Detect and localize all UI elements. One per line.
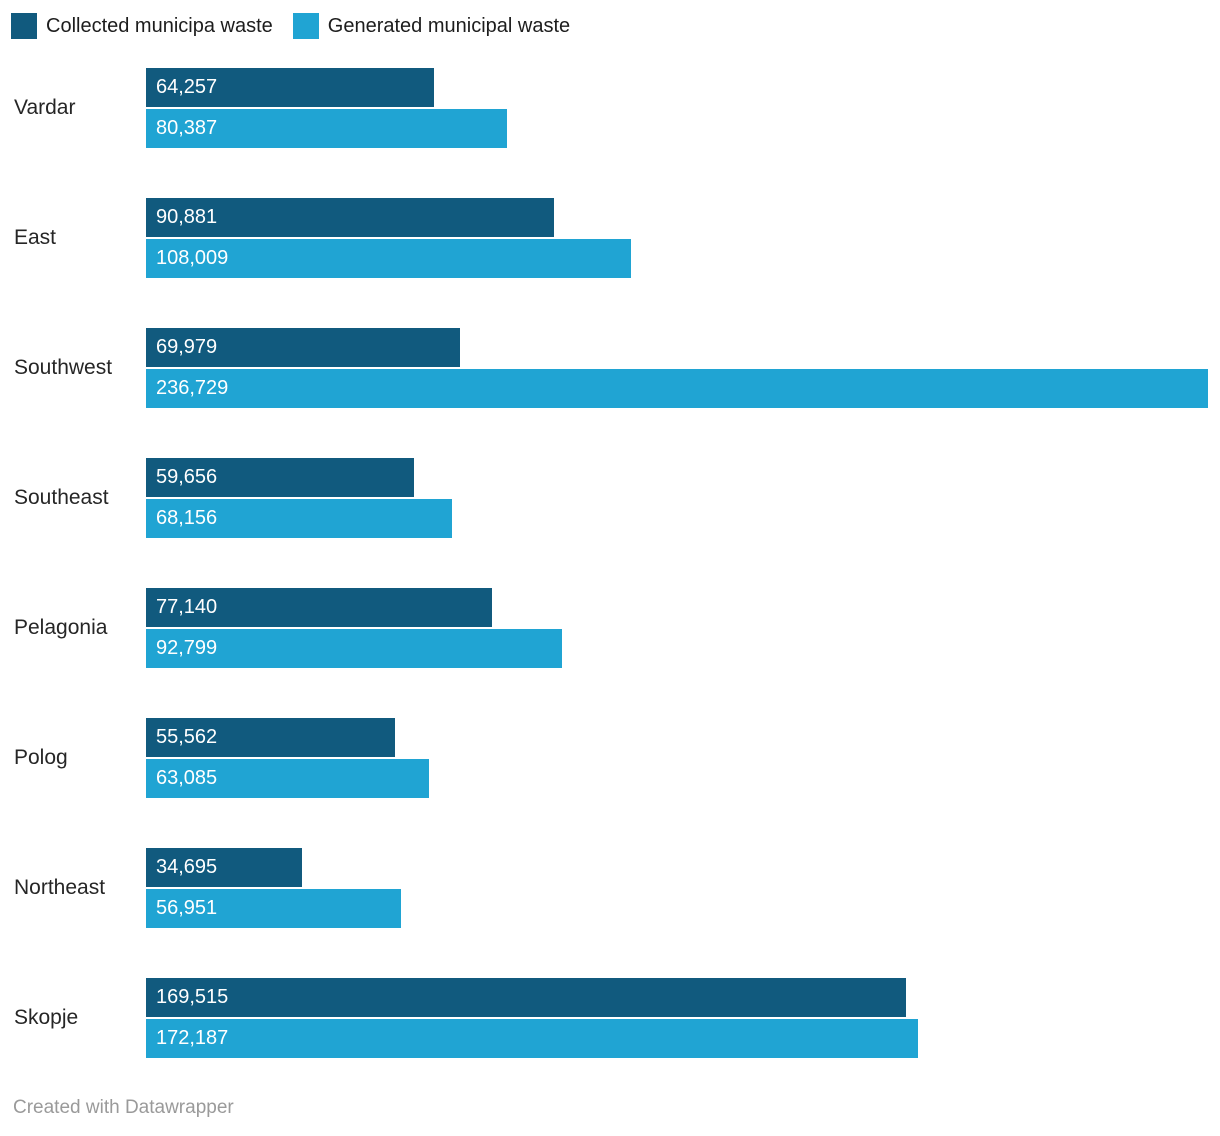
bar-value-label: 169,515 <box>156 986 229 1008</box>
datawrapper-credit-link[interactable]: Created with Datawrapper <box>13 1097 234 1118</box>
legend-swatch-generated-icon <box>292 13 319 39</box>
bar-collected: 169,515 <box>146 978 907 1017</box>
category-label: Southwest <box>14 356 113 379</box>
bar-group: 34,695 56,951 <box>146 848 1208 928</box>
bar-collected: 55,562 <box>146 718 396 757</box>
chart-row: Polog 55,562 63,085 <box>0 718 1220 798</box>
bar-group: 77,140 92,799 <box>146 588 1208 668</box>
bar-value-label: 236,729 <box>156 377 229 399</box>
bar-group: 169,515 172,187 <box>146 978 1208 1058</box>
legend: Collected municipa waste Generated munic… <box>11 13 570 39</box>
bar-generated: 172,187 <box>146 1019 919 1058</box>
chart-rows: Vardar 64,257 80,387 East 90,881 108,009 South… <box>0 68 1220 1108</box>
bar-group: 64,257 80,387 <box>146 68 1208 148</box>
bar-value-label: 59,656 <box>156 466 218 488</box>
chart-row: Southwest 69,979 236,729 <box>0 328 1220 408</box>
legend-item-generated: Generated municipal waste <box>292 13 571 39</box>
bar-generated: 108,009 <box>146 239 631 278</box>
category-label: Skopje <box>14 1006 79 1029</box>
bar-group: 69,979 236,729 <box>146 328 1208 408</box>
bar-generated: 236,729 <box>146 369 1208 408</box>
bar-collected: 34,695 <box>146 848 302 887</box>
bar-value-label: 92,799 <box>156 637 218 659</box>
bar-value-label: 90,881 <box>156 206 218 228</box>
category-label: Southeast <box>14 486 109 509</box>
category-label: Vardar <box>14 96 76 119</box>
bar-value-label: 56,951 <box>156 897 218 919</box>
chart-row: Pelagonia 77,140 92,799 <box>0 588 1220 668</box>
bar-group: 59,656 68,156 <box>146 458 1208 538</box>
bar-value-label: 69,979 <box>156 336 218 358</box>
bar-generated: 56,951 <box>146 889 402 928</box>
bar-group: 55,562 63,085 <box>146 718 1208 798</box>
bar-generated: 63,085 <box>146 759 429 798</box>
bar-generated: 80,387 <box>146 109 507 148</box>
bar-value-label: 68,156 <box>156 507 218 529</box>
legend-item-collected: Collected municipa waste <box>11 13 273 39</box>
bar-value-label: 55,562 <box>156 726 218 748</box>
chart-row: East 90,881 108,009 <box>0 198 1220 278</box>
bar-group: 90,881 108,009 <box>146 198 1208 278</box>
chart-row: Northeast 34,695 56,951 <box>0 848 1220 928</box>
legend-swatch-collected-icon <box>11 13 37 39</box>
bar-collected: 69,979 <box>146 328 460 367</box>
bar-collected: 59,656 <box>146 458 414 497</box>
bar-collected: 64,257 <box>146 68 435 107</box>
bar-generated: 68,156 <box>146 499 452 538</box>
chart-row: Southeast 59,656 68,156 <box>0 458 1220 538</box>
category-label: Northeast <box>14 876 106 899</box>
legend-label-collected: Collected municipa waste <box>46 15 273 37</box>
category-label: East <box>14 226 57 249</box>
bar-collected: 77,140 <box>146 588 493 627</box>
category-label: Polog <box>14 746 68 769</box>
bar-value-label: 77,140 <box>156 596 218 618</box>
bar-generated: 92,799 <box>146 629 563 668</box>
bar-value-label: 63,085 <box>156 767 218 789</box>
chart-row: Skopje 169,515 172,187 <box>0 978 1220 1058</box>
bar-value-label: 80,387 <box>156 117 218 139</box>
bar-value-label: 108,009 <box>156 247 229 269</box>
bar-value-label: 64,257 <box>156 76 218 98</box>
chart-row: Vardar 64,257 80,387 <box>0 68 1220 148</box>
bar-value-label: 172,187 <box>156 1027 229 1049</box>
legend-label-generated: Generated municipal waste <box>327 15 571 37</box>
category-label: Pelagonia <box>14 616 108 639</box>
bar-collected: 90,881 <box>146 198 554 237</box>
bar-value-label: 34,695 <box>156 856 218 878</box>
